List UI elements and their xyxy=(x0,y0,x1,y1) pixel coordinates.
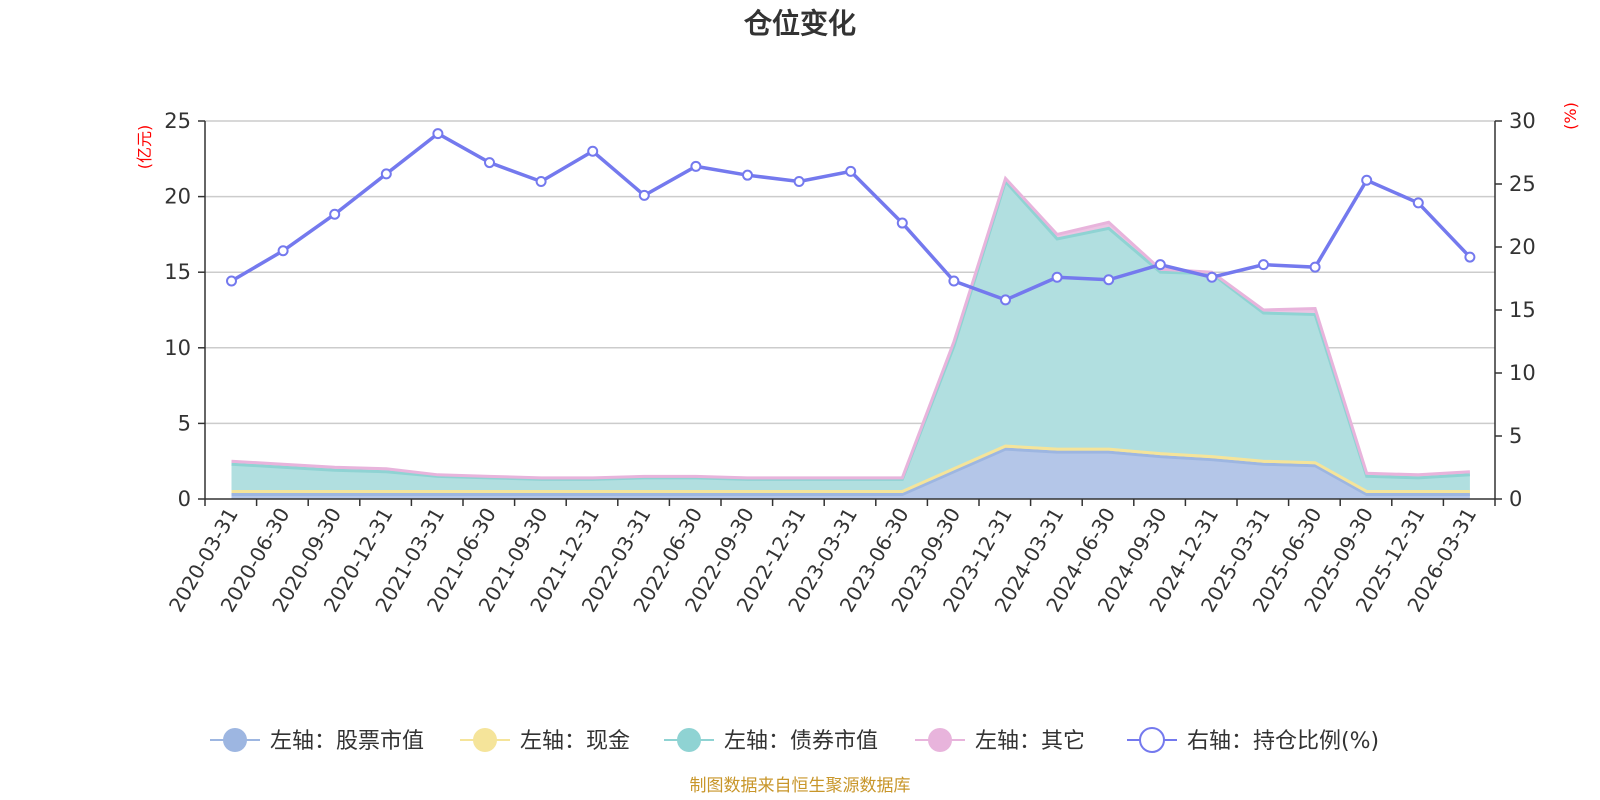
ratio-point xyxy=(1309,261,1321,273)
ratio-point xyxy=(1412,197,1424,209)
left-axis-unit: (亿元) xyxy=(135,125,154,170)
y-left-tick-label: 10 xyxy=(164,336,191,360)
ratio-point xyxy=(638,189,650,201)
ratio-point xyxy=(1258,259,1269,271)
legend-swatch-0 xyxy=(223,728,247,752)
area-series-0 xyxy=(231,449,1470,499)
legend-swatch-1 xyxy=(473,728,497,752)
ratio-point xyxy=(793,175,805,187)
y-left-tick-label: 5 xyxy=(178,411,191,435)
source-note: 制图数据来自恒生聚源数据库 xyxy=(690,776,911,796)
area-series-2 xyxy=(231,181,1470,492)
ratio-point xyxy=(1464,251,1476,263)
line-series-2 xyxy=(231,178,1470,481)
ratio-point xyxy=(896,217,908,229)
legend: 左轴：股票市值 左轴：现金 左轴：债券市值 左轴：其它 右轴：持仓比例(%) xyxy=(210,727,1379,754)
chart-title: 仓位变化 xyxy=(744,7,856,40)
ratio-point xyxy=(1000,294,1011,306)
legend-label-1: 左轴：现金 xyxy=(520,729,630,754)
ratio-point xyxy=(742,169,753,181)
y-left-tick-label: 0 xyxy=(178,487,191,511)
y-right-tick-label: 5 xyxy=(1509,424,1522,448)
y-right-tick-label: 0 xyxy=(1509,487,1522,511)
ratio-point xyxy=(1206,271,1218,283)
stacked-areas xyxy=(231,178,1470,499)
x-tick-labels: 2020-03-312020-06-302020-09-302020-12-31… xyxy=(164,504,1481,617)
ratio-point xyxy=(535,175,547,187)
ratio-line xyxy=(230,131,1472,302)
y-right-tick-label: 15 xyxy=(1509,298,1536,322)
ratio-point xyxy=(432,128,444,140)
legend-label-4: 右轴：持仓比例(%) xyxy=(1187,729,1379,754)
y-right-tick-label: 10 xyxy=(1509,361,1536,385)
ratio-point xyxy=(380,168,392,180)
ratio-point xyxy=(587,145,599,157)
ratio-point xyxy=(277,245,289,257)
ratio-point xyxy=(1154,259,1166,271)
ratio-point xyxy=(1361,174,1373,186)
ratio-point xyxy=(845,165,857,177)
ratio-point xyxy=(690,160,702,172)
legend-swatch-2 xyxy=(677,728,701,752)
ratio-point xyxy=(1103,274,1115,286)
ratio-point xyxy=(329,208,341,220)
y-left-tick-label: 20 xyxy=(164,185,191,209)
ratio-point xyxy=(484,157,495,169)
line-series-3 xyxy=(231,175,1470,480)
y-tick-labels: 0 5 10 15 20 25 0 5 10 15 20 25 30 xyxy=(164,109,1535,511)
series-lines xyxy=(231,175,1470,496)
legend-label-2: 左轴：债券市值 xyxy=(724,729,878,754)
legend-swatch-4 xyxy=(1139,727,1165,753)
y-right-tick-label: 25 xyxy=(1509,172,1536,196)
legend-label-3: 左轴：其它 xyxy=(975,729,1085,754)
y-left-tick-label: 15 xyxy=(164,260,191,284)
y-right-tick-label: 30 xyxy=(1509,109,1536,133)
legend-label-0: 左轴：股票市值 xyxy=(270,729,424,754)
ratio-series xyxy=(226,128,1476,306)
y-left-tick-label: 25 xyxy=(164,109,191,133)
line-series-0 xyxy=(231,447,1470,496)
legend-swatch-3 xyxy=(928,728,952,752)
line-series-1 xyxy=(231,444,1470,493)
y-right-tick-label: 20 xyxy=(1509,235,1536,259)
ratio-point xyxy=(948,275,960,287)
ratio-point xyxy=(1051,271,1063,283)
ratio-point xyxy=(226,275,237,287)
right-axis-unit: (%) xyxy=(1561,102,1580,130)
